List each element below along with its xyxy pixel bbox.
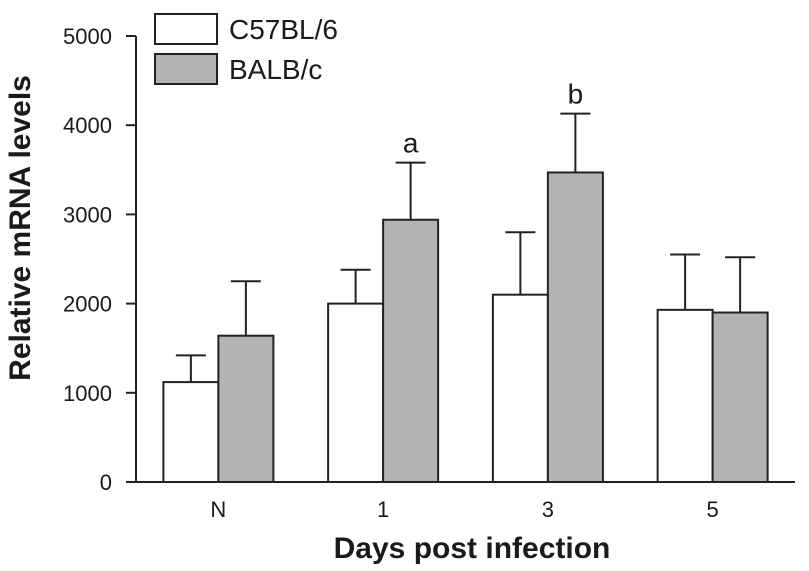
y-tick-label: 0 [100,470,112,495]
legend-label: C57BL/6 [229,14,338,45]
chart-ticks: 0 1000 2000 3000 4000 5000 N 1 3 5 [63,24,719,522]
significance-label: a [403,128,419,159]
y-tick-label: 4000 [63,113,112,138]
y-tick-label: 1000 [63,381,112,406]
significance-label: b [568,79,584,110]
bar [162,381,220,484]
x-tick-label: 5 [707,497,719,522]
legend-swatch [154,53,218,85]
chart-bars [162,171,769,484]
bar [217,334,275,483]
chart-error-bars [175,112,756,383]
legend-swatch [154,13,218,45]
bar [656,308,714,483]
chart-legend: C57BL/6 BALB/c [154,13,338,85]
y-tick-label: 5000 [63,24,112,49]
y-tick-label: 2000 [63,292,112,317]
legend-label: BALB/c [229,54,322,85]
x-axis-title: Days post infection [334,532,611,565]
bar [711,311,769,483]
y-tick-label: 3000 [63,202,112,227]
x-tick-label: 3 [542,497,554,522]
y-axis-title: Relative mRNA levels [4,75,37,381]
bar [546,171,604,483]
x-tick-label: 1 [377,497,389,522]
chart-annotations: ab [403,79,583,159]
bar [327,302,385,483]
bar [382,218,440,483]
x-tick-label: N [210,497,226,522]
bar [491,293,549,483]
